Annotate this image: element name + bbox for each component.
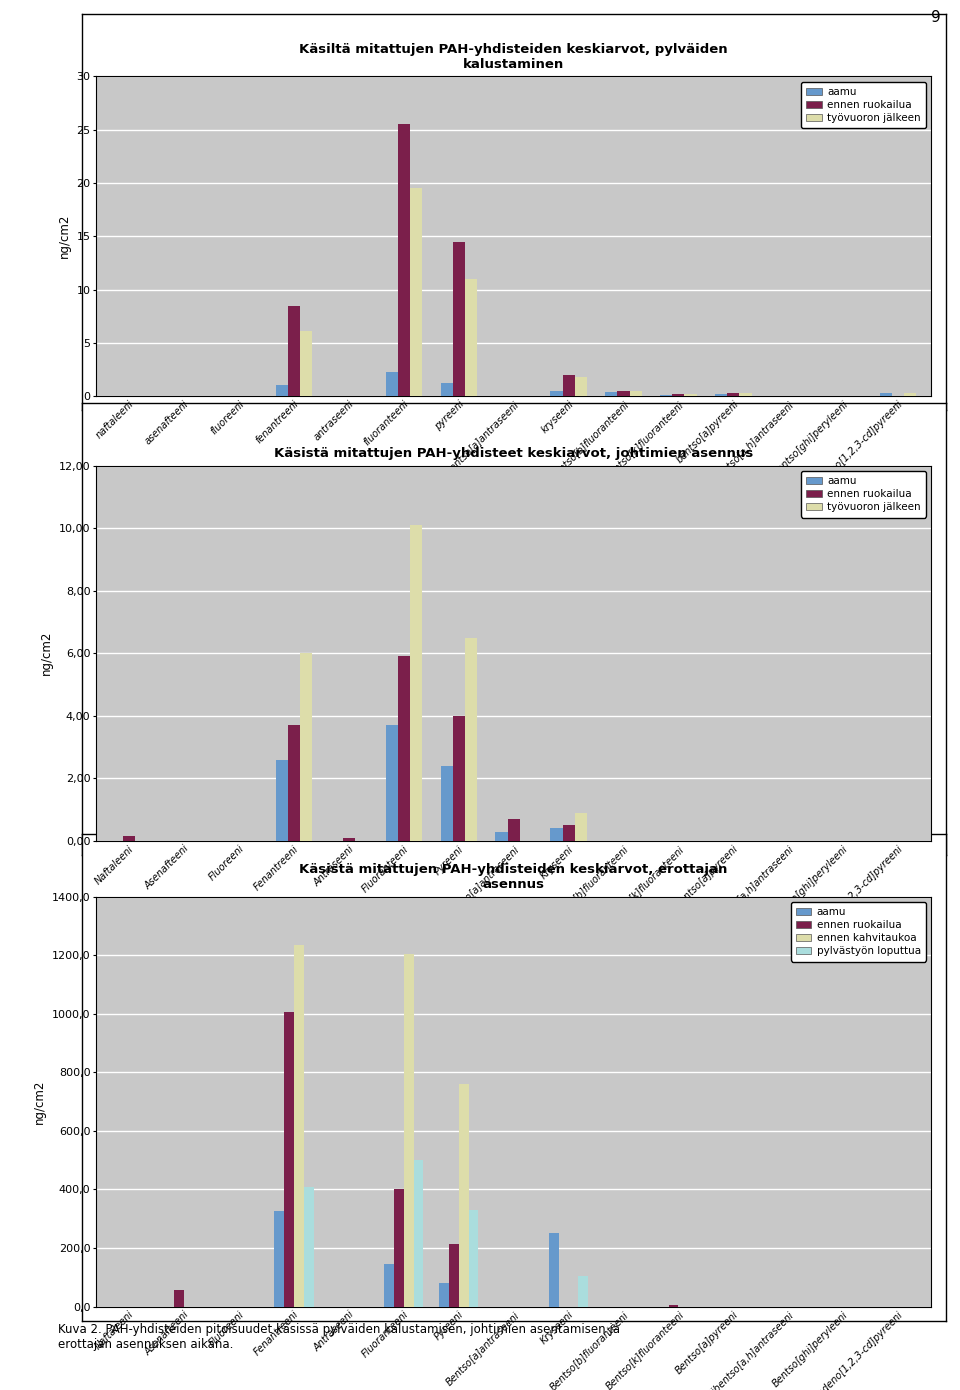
Bar	[575, 813, 587, 841]
Bar	[300, 653, 312, 841]
Bar	[123, 837, 135, 841]
Bar	[386, 371, 397, 396]
Bar	[508, 819, 519, 841]
Bar	[274, 1212, 284, 1307]
Bar	[668, 1305, 679, 1307]
Bar	[684, 393, 697, 396]
Bar	[739, 393, 752, 396]
Bar	[441, 384, 452, 396]
Text: Kuva 2. PAH-yhdisteiden pitoisuudet käsissä pylväiden kalustamisen, johtimien as: Kuva 2. PAH-yhdisteiden pitoisuudet käsi…	[58, 1323, 619, 1351]
Bar	[452, 716, 465, 841]
Bar	[276, 385, 288, 396]
Bar	[617, 391, 630, 396]
Bar	[465, 279, 477, 396]
Bar	[441, 766, 452, 841]
Bar	[397, 656, 410, 841]
Bar	[549, 1233, 559, 1307]
Bar	[495, 831, 508, 841]
Bar	[300, 331, 312, 396]
Y-axis label: ng/cm2: ng/cm2	[34, 1080, 46, 1123]
Bar	[575, 377, 587, 396]
Title: Käsistä mitattujen PAH-yhdisteet keskiarvot, johtimien asennus: Käsistä mitattujen PAH-yhdisteet keskiar…	[274, 448, 754, 460]
Bar	[579, 1276, 588, 1307]
Bar	[294, 945, 303, 1307]
Y-axis label: ng/cm2: ng/cm2	[40, 631, 53, 676]
Bar	[386, 726, 397, 841]
Text: 9: 9	[931, 10, 941, 25]
Bar	[414, 1161, 423, 1307]
Bar	[563, 375, 575, 396]
Bar	[550, 391, 563, 396]
Bar	[465, 638, 477, 841]
Bar	[174, 1290, 184, 1307]
Legend: aamu, ennen ruokailua, työvuoron jälkeen: aamu, ennen ruokailua, työvuoron jälkeen	[801, 82, 926, 128]
Bar	[397, 124, 410, 396]
Bar	[452, 242, 465, 396]
Bar	[630, 391, 641, 396]
Bar	[410, 525, 421, 841]
Bar	[284, 1012, 294, 1307]
Bar	[410, 188, 421, 396]
Bar	[904, 393, 917, 396]
Y-axis label: ng/cm2: ng/cm2	[58, 214, 71, 259]
Bar	[394, 1190, 404, 1307]
Bar	[439, 1283, 448, 1307]
Bar	[672, 393, 684, 396]
Bar	[288, 726, 300, 841]
X-axis label: yhdiste: yhdiste	[491, 940, 537, 954]
Legend: aamu, ennen ruokailua, työvuoron jälkeen: aamu, ennen ruokailua, työvuoron jälkeen	[801, 471, 926, 517]
Bar	[606, 392, 617, 396]
Bar	[880, 393, 892, 396]
Bar	[303, 1187, 314, 1307]
Bar	[468, 1209, 478, 1307]
Bar	[276, 759, 288, 841]
Bar	[550, 828, 563, 841]
Title: Käsistä mitattujen PAH-yhdisteiden keskiarvot, erottajan
asennus: Käsistä mitattujen PAH-yhdisteiden keski…	[300, 863, 728, 891]
Bar	[384, 1264, 394, 1307]
Bar	[715, 393, 728, 396]
Bar	[343, 838, 355, 841]
Bar	[728, 393, 739, 396]
Bar	[563, 826, 575, 841]
Title: Käsiltä mitattujen PAH-yhdisteiden keskiarvot, pylväiden
kalustaminen: Käsiltä mitattujen PAH-yhdisteiden keski…	[300, 43, 728, 71]
X-axis label: yhdiste: yhdiste	[491, 495, 537, 507]
Bar	[404, 954, 414, 1307]
Bar	[448, 1244, 459, 1307]
Bar	[288, 306, 300, 396]
Legend: aamu, ennen ruokailua, ennen kahvitaukoa, pylvästyön loputtua: aamu, ennen ruokailua, ennen kahvitaukoa…	[791, 902, 926, 962]
Bar	[459, 1084, 468, 1307]
